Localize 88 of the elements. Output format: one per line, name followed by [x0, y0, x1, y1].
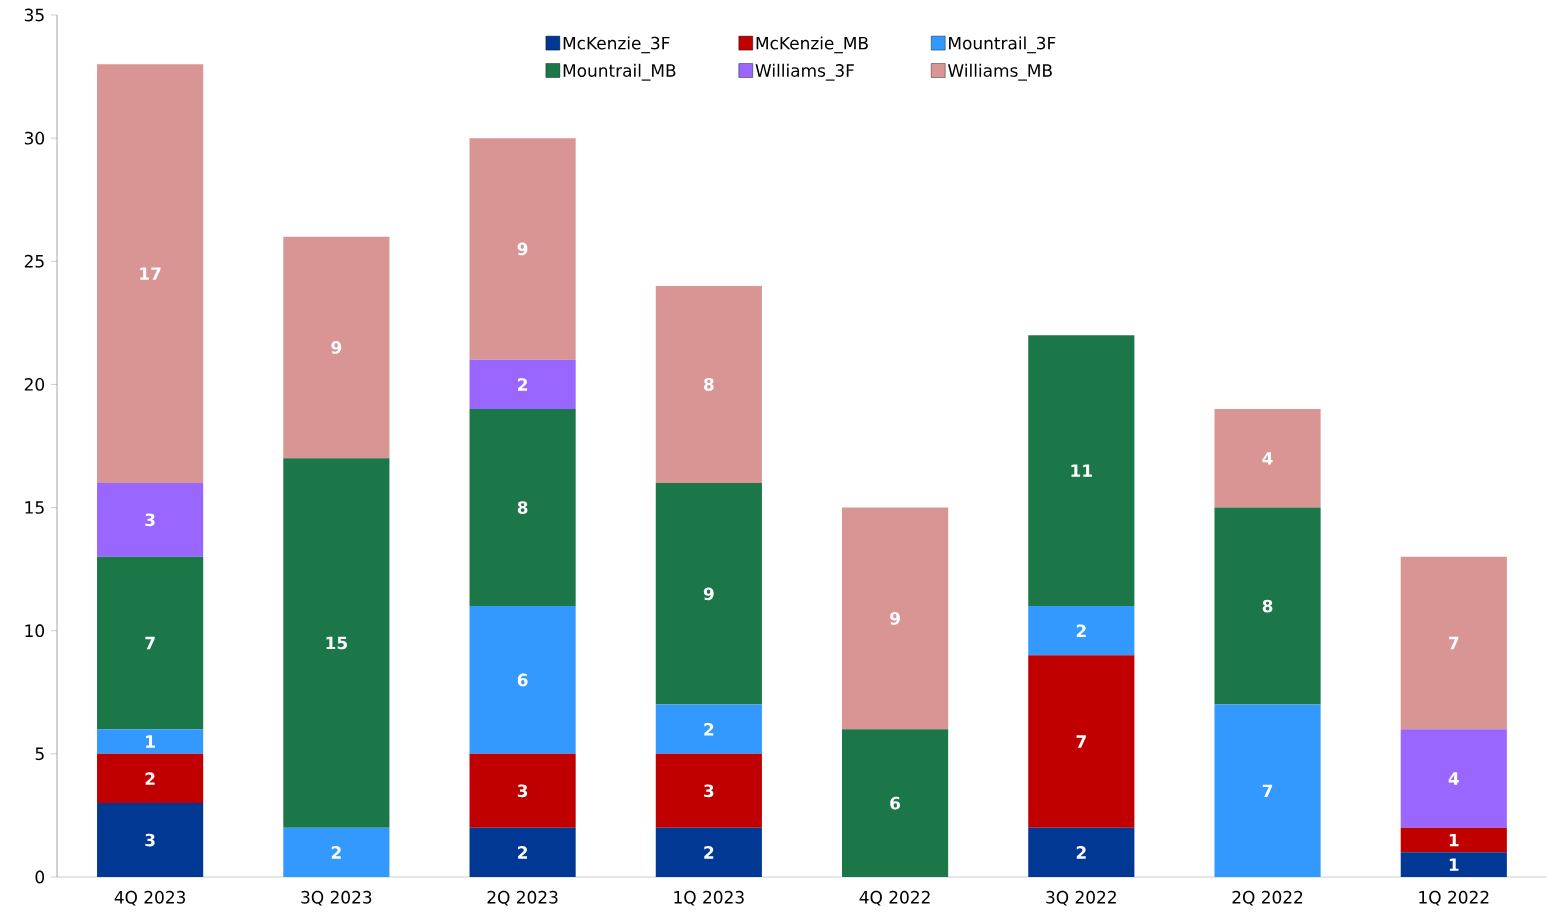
data-label: 17 — [140, 267, 161, 280]
bar — [1028, 827, 1135, 877]
x-tick-label: 4Q 2023 — [114, 890, 186, 906]
y-tick-label: 5 — [35, 747, 44, 761]
data-label: 1 — [1449, 858, 1459, 871]
data-label: 2 — [1076, 624, 1086, 637]
bar — [469, 409, 576, 607]
x-tick-label: 1Q 2023 — [674, 890, 744, 906]
data-label: 8 — [517, 501, 528, 514]
bar — [842, 729, 949, 877]
data-label: 8 — [703, 378, 714, 391]
bar — [1214, 507, 1321, 705]
data-label: 2 — [704, 722, 714, 736]
data-label: 7 — [145, 636, 155, 650]
bar — [469, 359, 576, 410]
legend-label: McKenzie_3F — [563, 36, 670, 54]
bar — [1214, 704, 1321, 877]
bar — [283, 458, 390, 828]
data-label: 9 — [331, 341, 342, 354]
bar — [469, 138, 576, 360]
data-label: 8 — [1262, 599, 1273, 613]
data-label: 1 — [1449, 833, 1459, 847]
data-label: 2 — [1076, 846, 1086, 859]
bar — [655, 285, 762, 483]
data-label: 9 — [517, 242, 528, 256]
data-label: 9 — [703, 587, 714, 601]
data-label: 3 — [704, 784, 714, 798]
bar — [283, 236, 390, 459]
data-label: 2 — [518, 846, 528, 859]
bar — [655, 482, 762, 705]
data-label: 3 — [517, 784, 528, 798]
bar — [1400, 556, 1507, 730]
data-label: 2 — [331, 846, 341, 859]
bar — [469, 753, 576, 828]
data-label: 6 — [517, 673, 528, 687]
bar — [655, 753, 762, 828]
bar — [1028, 655, 1135, 828]
x-tick-label: 2Q 2022 — [1232, 890, 1303, 906]
data-label: 9 — [890, 612, 900, 625]
y-tick-label: 30 — [24, 131, 45, 145]
bar — [469, 606, 576, 754]
data-label: 3 — [145, 833, 155, 847]
legend-label: Williams_3F — [755, 63, 854, 81]
legend-label: McKenzie_MB — [756, 36, 868, 54]
bar — [97, 64, 204, 483]
data-label: 4 — [1448, 772, 1459, 785]
x-tick-label: 3Q 2022 — [1046, 890, 1116, 906]
legend-label: Mountrail_MB — [563, 63, 676, 81]
bar — [1400, 852, 1507, 877]
data-label: 7 — [1449, 636, 1459, 650]
bar — [655, 827, 762, 877]
y-tick-label: 15 — [25, 501, 44, 514]
bar — [1028, 335, 1135, 607]
data-label: 2 — [145, 772, 155, 785]
bar — [97, 729, 204, 754]
data-label: 3 — [145, 513, 155, 527]
bar — [283, 827, 390, 877]
x-tick-label: 4Q 2022 — [859, 890, 930, 906]
y-tick-label: 20 — [24, 378, 45, 391]
bar — [1028, 606, 1135, 656]
bar — [97, 803, 204, 877]
data-label: 15 — [326, 636, 347, 650]
x-tick-label: 2Q 2023 — [487, 890, 558, 906]
data-label: 7 — [1262, 784, 1273, 797]
legend-label: Mountrail_3F — [949, 36, 1056, 54]
bar — [1400, 827, 1507, 853]
y-tick-label: 35 — [24, 8, 44, 22]
x-tick-label: 1Q 2022 — [1419, 890, 1489, 906]
bar — [655, 704, 762, 754]
data-label: 6 — [890, 796, 901, 810]
data-label: 11 — [1071, 464, 1092, 477]
x-tick-label: 3Q 2023 — [301, 890, 372, 906]
data-label: 1 — [146, 735, 155, 748]
bar — [1214, 409, 1321, 508]
legend-label: Williams_MB — [947, 63, 1052, 81]
y-tick-label: 10 — [25, 624, 45, 638]
bar — [469, 827, 576, 877]
data-label: 2 — [704, 846, 714, 859]
data-label: 2 — [518, 378, 528, 391]
bar — [97, 753, 204, 804]
bar — [842, 507, 949, 730]
data-label: 7 — [1076, 735, 1086, 748]
y-tick-label: 25 — [24, 254, 44, 268]
y-tick-label: 0 — [35, 870, 45, 884]
data-label: 4 — [1262, 452, 1273, 465]
bar — [97, 482, 204, 557]
bar — [97, 556, 204, 730]
bar — [1400, 729, 1507, 828]
